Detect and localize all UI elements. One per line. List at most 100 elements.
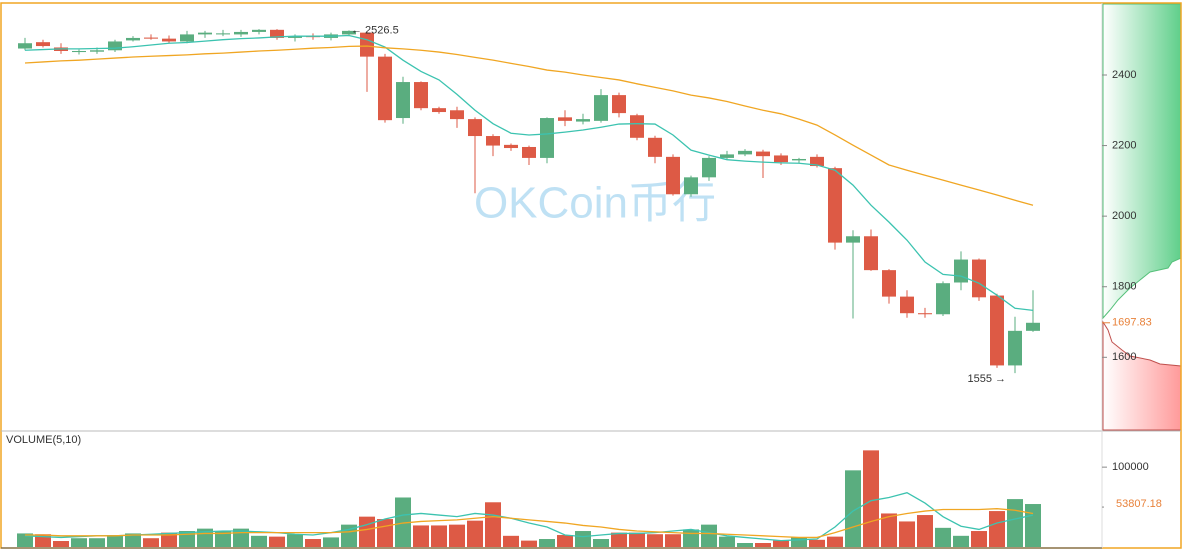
candle-body xyxy=(792,158,806,161)
volume-bar xyxy=(1007,499,1023,547)
candle-body xyxy=(216,33,230,35)
candle-body xyxy=(558,117,572,121)
y-tick-label: 2000 xyxy=(1112,210,1136,222)
volume-bar xyxy=(575,531,591,547)
candle-body xyxy=(990,295,1004,366)
volume-bar xyxy=(737,543,753,547)
y-tick-label: 1800 xyxy=(1112,281,1136,293)
depth-asks xyxy=(1102,320,1182,431)
volume-bar xyxy=(917,515,933,547)
volume-bar xyxy=(611,532,627,547)
candle-body xyxy=(666,156,680,195)
candle-body xyxy=(1026,322,1040,331)
volume-bar xyxy=(125,533,141,547)
candle-body xyxy=(648,137,662,157)
volume-bar xyxy=(305,539,321,547)
candle-body xyxy=(270,29,284,38)
y-tick-label: 100000 xyxy=(1112,461,1149,473)
volume-bar xyxy=(503,535,519,547)
candle-body xyxy=(684,177,698,195)
volume-bar xyxy=(773,540,789,547)
volume-bar xyxy=(215,531,231,547)
volume-title: VOLUME(5,10) xyxy=(6,434,81,446)
volume-bar xyxy=(287,534,303,547)
candle-body xyxy=(144,37,158,39)
candle-body xyxy=(378,56,392,121)
candle-body xyxy=(738,150,752,155)
annotation: ← 2526.5 xyxy=(351,24,399,36)
candle-body xyxy=(972,259,986,298)
volume-bar xyxy=(989,511,1005,547)
volume-bar xyxy=(71,538,87,547)
volume-bar xyxy=(539,539,555,547)
candle-body xyxy=(450,110,464,120)
candle-body xyxy=(342,30,356,35)
candle-body xyxy=(774,155,788,163)
candle-body xyxy=(486,136,500,146)
candle-body xyxy=(108,41,122,51)
candle-body xyxy=(90,50,104,52)
y-tick-label: 2200 xyxy=(1112,139,1136,151)
volume-bar xyxy=(827,536,843,547)
volume-bar xyxy=(323,537,339,547)
candle-body xyxy=(540,118,554,158)
candle-body xyxy=(846,236,860,243)
volume-bar xyxy=(683,529,699,547)
candle-body xyxy=(900,296,914,314)
volume-bar xyxy=(431,525,447,547)
volume-bar xyxy=(107,535,123,547)
volume-bar xyxy=(935,527,951,547)
candle-body xyxy=(936,283,950,315)
candle-body xyxy=(414,82,428,109)
volume-bar xyxy=(557,535,573,547)
last-price-label: 1697.83 xyxy=(1112,317,1152,329)
ma-line xyxy=(25,508,1034,539)
last-volume-label: 53807.18 xyxy=(1116,498,1162,510)
volume-bar xyxy=(17,533,33,547)
volume-bar xyxy=(755,543,771,547)
volume-bar xyxy=(665,534,681,547)
candle-body xyxy=(576,119,590,122)
candle-body xyxy=(162,38,176,42)
volume-bar xyxy=(53,541,69,547)
volume-bar xyxy=(449,524,465,547)
candle-body xyxy=(288,36,302,38)
candle-body xyxy=(504,144,518,149)
candle-body xyxy=(954,259,968,283)
candle-body xyxy=(1008,330,1022,366)
annotation: 1555 → xyxy=(967,373,1006,385)
candle-body xyxy=(180,34,194,42)
candle-body xyxy=(396,82,410,119)
volume-bar xyxy=(413,525,429,547)
candle-body xyxy=(198,32,212,35)
volume-bar xyxy=(809,539,825,547)
volume-bar xyxy=(845,470,861,547)
volume-bar xyxy=(791,537,807,547)
last-volume-bg xyxy=(1104,497,1180,512)
ma-line xyxy=(24,491,1034,542)
volume-bar xyxy=(629,532,645,547)
candle-body xyxy=(630,115,644,138)
volume-bar xyxy=(251,535,267,547)
volume-bar xyxy=(863,450,879,547)
volume-bar xyxy=(359,516,375,547)
y-tick-label: 2400 xyxy=(1112,69,1136,81)
volume-bar xyxy=(701,524,717,547)
volume-bar xyxy=(395,497,411,547)
depth-bids xyxy=(1102,3,1182,320)
candle-body xyxy=(18,43,32,49)
candle-body xyxy=(702,157,716,178)
volume-bar xyxy=(881,513,897,547)
candle-body xyxy=(432,108,446,113)
candle-body xyxy=(828,168,842,243)
candle-body xyxy=(612,95,626,114)
volume-bar xyxy=(161,532,177,547)
ma-line xyxy=(24,45,1034,206)
volume-bar xyxy=(143,538,159,547)
volume-bar xyxy=(89,538,105,547)
candle-body xyxy=(756,151,770,157)
candle-body xyxy=(810,156,824,167)
